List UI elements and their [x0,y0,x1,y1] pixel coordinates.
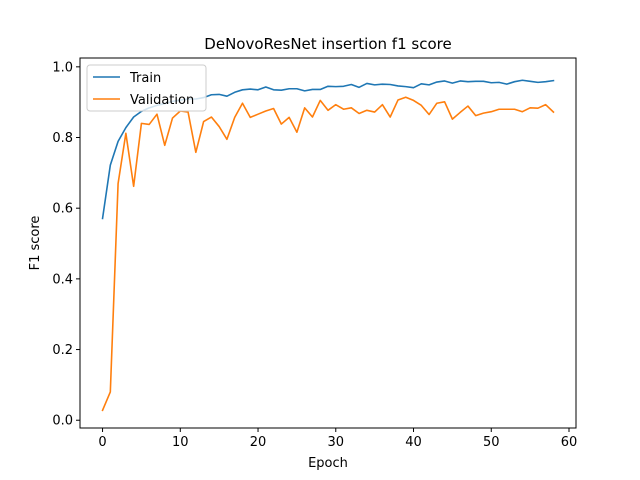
x-tick-label: 60 [561,435,578,450]
y-axis: 0.0 0.2 0.4 0.6 0.8 1.0 [52,60,80,429]
x-axis: 0 10 20 30 40 50 60 [98,428,577,450]
y-tick-label: 0.6 [52,202,73,217]
series-line-validation [101,96,555,412]
y-axis-label: F1 score [28,216,43,271]
y-tick-label: 1.0 [52,60,73,75]
y-tick-label: 0.2 [52,343,73,358]
y-tick-label: 0.0 [52,414,73,429]
y-tick-label: 0.4 [52,272,73,287]
x-tick-label: 0 [98,435,106,450]
x-tick-label: 40 [405,435,422,450]
x-tick-label: 50 [483,435,500,450]
x-axis-label: Epoch [308,456,348,471]
legend-label-train: Train [129,71,161,86]
chart-title: DeNovoResNet insertion f1 score [204,35,451,53]
y-tick-label: 0.8 [52,131,73,146]
x-tick-label: 10 [172,435,189,450]
x-tick-label: 30 [328,435,345,450]
plot-frame [79,57,577,429]
legend-label-validation: Validation [130,93,194,108]
x-tick-label: 20 [250,435,267,450]
legend: Train Validation [86,64,207,112]
